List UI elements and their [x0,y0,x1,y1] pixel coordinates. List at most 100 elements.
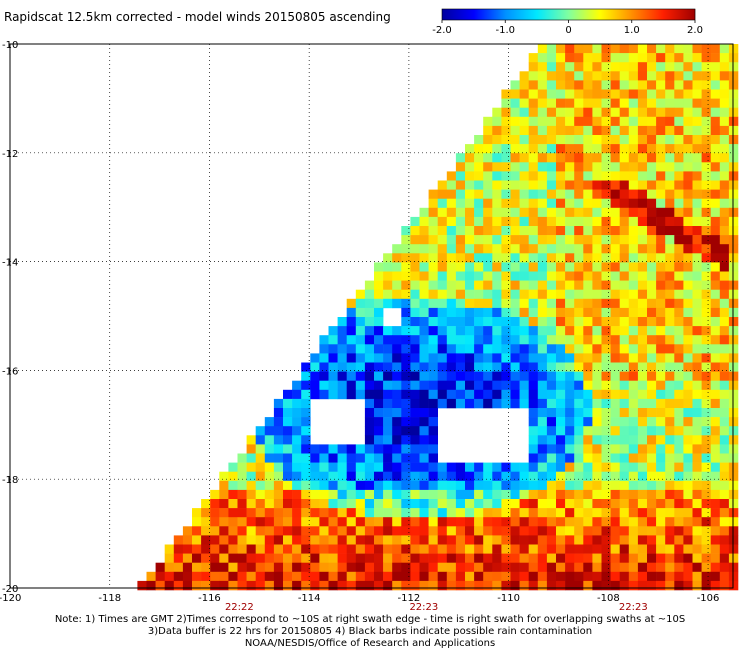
data-cell [328,499,338,509]
data-cell [728,80,739,90]
data-cell [701,53,711,63]
data-cell [592,398,602,409]
data-cell [592,580,602,591]
data-cell [674,244,684,254]
data-cell [392,253,402,263]
data-cell [237,526,247,536]
data-cell [337,535,347,545]
data-cell [719,508,730,518]
data-cell [437,562,448,573]
data-cell [719,80,730,90]
data-cell [565,116,575,127]
data-cell [510,198,520,209]
data-cell [182,535,193,545]
data-cell [319,517,329,527]
data-cell [601,462,611,472]
data-cell [610,244,620,254]
data-cell [710,389,721,400]
data-cell [583,144,593,154]
data-cell [665,53,675,63]
data-cell [455,253,466,263]
data-cell [647,162,657,172]
data-cell [328,535,338,545]
data-cell [637,526,648,536]
data-cell [492,307,502,318]
data-cell [592,571,602,582]
data-cell [310,362,320,372]
data-cell [583,444,593,454]
data-cell [674,135,684,145]
data-cell [592,453,602,463]
data-cell [601,435,611,445]
data-cell [301,435,311,445]
data-cell [410,471,420,482]
data-cell [592,53,602,63]
data-cell [583,262,593,272]
data-cell [528,571,539,582]
data-cell [474,380,484,391]
data-cell [301,362,311,372]
data-cell [556,89,566,99]
data-cell [656,435,666,445]
data-cell [237,453,247,463]
data-cell [683,244,693,254]
data-cell [619,398,630,409]
data-cell [355,535,366,545]
data-cell [610,335,620,345]
data-cell [519,371,529,381]
data-cell [519,571,529,582]
data-cell [474,135,484,145]
data-cell [501,262,511,272]
data-cell [465,517,475,527]
data-cell [346,444,357,454]
data-cell [692,553,702,563]
data-cell [419,289,429,300]
data-cell [528,553,539,563]
data-cell [428,317,438,327]
data-cell [665,471,675,482]
data-cell [428,544,438,554]
data-cell [674,471,684,482]
data-cell [574,153,584,163]
data-cell [683,580,693,591]
data-cell [574,244,584,254]
data-cell [628,244,639,254]
data-cell [647,526,657,536]
data-cell [310,489,320,500]
data-cell [428,553,438,563]
data-cell [283,562,293,573]
data-cell [519,353,529,363]
data-cell [283,499,293,509]
data-cell [501,353,511,363]
data-cell [565,253,575,263]
data-cell [428,508,438,518]
data-cell [246,526,256,536]
data-cell [692,280,702,290]
data-cell [656,216,666,227]
data-cell [364,508,375,518]
data-cell [446,298,457,309]
data-cell [665,499,675,509]
data-cell [283,535,293,545]
data-cell [401,380,411,391]
data-cell [728,580,739,591]
data-cell [710,198,721,209]
data-cell [610,535,620,545]
data-cell [328,326,338,336]
data-cell [565,180,575,190]
latitude-label: -10 [2,40,18,51]
data-cell [710,298,721,309]
data-cell [710,480,721,491]
data-cell [710,98,721,108]
data-cell [510,326,520,336]
data-cell [483,398,493,409]
data-cell [483,544,493,554]
colorbar-strip [441,8,696,21]
data-cell [619,62,630,72]
data-cell [628,517,639,527]
data-cell [455,562,466,573]
data-cell [565,53,575,63]
data-cell [637,253,648,263]
data-cell [665,80,675,90]
data-cell [674,544,684,554]
